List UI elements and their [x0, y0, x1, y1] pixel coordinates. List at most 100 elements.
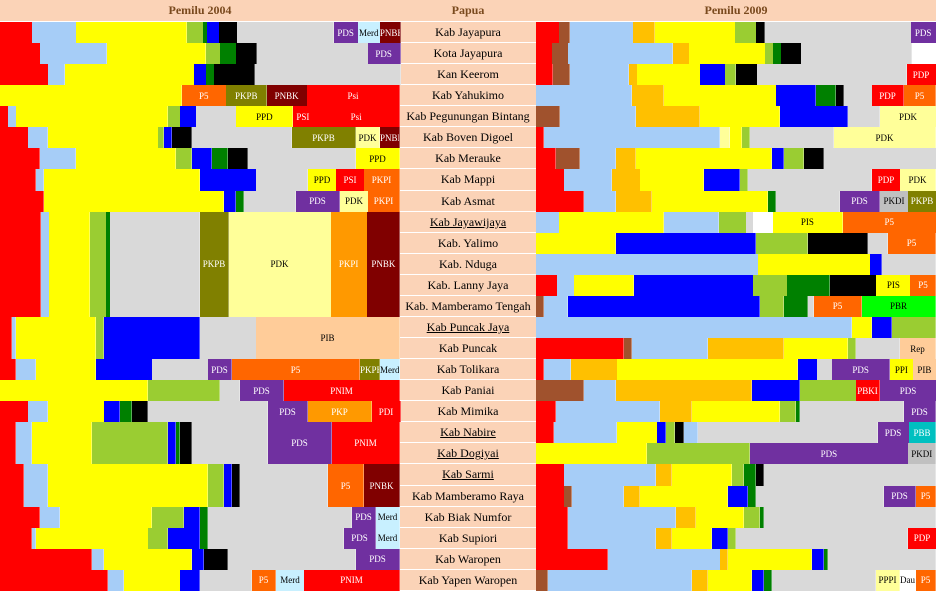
2004-kab-sarmi-segment-5 — [232, 464, 240, 507]
2009-kab-sarmi-segment-3 — [672, 464, 732, 486]
2004-kab-puncak-jaya-segment-5 — [200, 316, 257, 360]
2004-kab-pegunungan-bintang-segment-psi: Psi — [313, 106, 401, 128]
2004-kab-jayapura-segment-pds: PDS — [333, 22, 359, 44]
2009-kab-jayawijaya-segment-1 — [559, 211, 665, 233]
2004-kab-supiori-segment-pds: PDS — [344, 527, 376, 549]
2004-kab-jayawijaya-segment-5 — [110, 211, 201, 317]
2004-kab-asmat-segment-pds: PDS — [296, 190, 340, 212]
party-label: PKPI — [371, 175, 392, 186]
2009-kab-yapen-waropen-segment-0 — [536, 569, 548, 591]
2009-kan-keerom-segment-7 — [736, 64, 758, 86]
2009-kab-supiori-segment-5 — [728, 527, 736, 549]
2009-kab-mimika-segment-0 — [536, 401, 556, 423]
2009-kab-lanny-jaya-segment-0 — [536, 274, 558, 296]
2009-kab-supiori-segment-1 — [568, 527, 656, 549]
2009-kab-waropen-segment-0 — [536, 548, 608, 570]
party-label: PDS — [291, 438, 308, 449]
2009-kab-mamberamo-raya-segment-5 — [728, 485, 748, 507]
2009-kab-tolikara-segment-ppi: PPI — [889, 359, 914, 381]
2004-kab-paniai-segment-pds: PDS — [240, 380, 284, 402]
party-label: Merd — [377, 512, 398, 523]
2004-kab-yahukimo-segment-0 — [0, 85, 182, 107]
party-label: PDS — [253, 385, 270, 396]
2009-kab-yahukimo-segment-1 — [632, 85, 664, 107]
2004-kab-paniai-segment-2 — [220, 380, 240, 402]
2004-kan-keerom-segment-1 — [48, 64, 66, 86]
2004-kab-jayawijaya-segment-pnbk: PNBK — [367, 211, 401, 317]
party-label: PPD — [256, 111, 273, 122]
2004-kota-jayapura-segment-pds: PDS — [367, 43, 401, 65]
2004-kab-supiori-segment-4 — [168, 527, 200, 549]
2009-kab-sarmi-segment-5 — [744, 464, 756, 486]
2009-kab-puncak-segment-4 — [784, 338, 848, 360]
2004-kab-yapen-waropen-segment-4 — [200, 569, 252, 591]
2009-kab-boven-digoel-segment-1 — [544, 127, 720, 149]
2009-kan-keerom-segment-5 — [700, 64, 727, 86]
2004-kab-sarmi-segment-2 — [48, 464, 208, 507]
2004-kab-yahukimo-segment-pnbk: PNBK — [266, 85, 308, 107]
2009-kab-merauke-segment-5 — [772, 148, 784, 170]
2009-kab-sarmi-segment-2 — [656, 464, 672, 486]
party-label: PKPB — [234, 90, 258, 101]
2009-kota-jayapura-segment-7 — [781, 43, 803, 65]
header-papua: Papua — [400, 0, 536, 22]
2009-kab-yapen-waropen-segment-pppi: PPPI — [876, 569, 900, 591]
2004-kab-jayawijaya-segment-pkpi: PKPI — [330, 211, 368, 317]
2004-kab-boven-digoel-segment-4 — [164, 127, 172, 149]
2009-kab-lanny-jaya-segment-5 — [787, 274, 831, 296]
2009-kab-sarmi-segment-7 — [764, 464, 936, 486]
2004-kab-waropen-segment-2 — [104, 548, 192, 570]
2009-kab-supiori-segment-0 — [536, 527, 568, 549]
party-label: P5 — [920, 491, 931, 502]
2004-kab-asmat-segment-1 — [44, 190, 224, 212]
party-label: PDS — [852, 364, 869, 375]
party-label: PKPB — [202, 259, 226, 270]
2009-kota-jayapura-segment-2 — [568, 43, 674, 65]
2009-kab-mimika-segment-1 — [556, 401, 660, 423]
2004-kab-mimika-segment-pds: PDS — [268, 401, 308, 423]
2009-kab-puncak-jaya-segment-0 — [536, 316, 852, 339]
2009-kab-waropen-segment-5 — [824, 548, 828, 570]
header-2004: Pemilu 2004 — [0, 0, 400, 22]
2009-kab-mamberamo-raya-segment-p5: P5 — [916, 485, 936, 507]
2009-kab-boven-digoel-segment-2 — [720, 127, 730, 149]
party-label: PNBK — [274, 90, 299, 101]
regency-label-kab-merauke: Kab Merauke — [400, 148, 536, 170]
2009-kab-yahukimo-segment-0 — [536, 85, 632, 107]
party-label: PNBK — [369, 480, 394, 491]
2004-kab-jayapura-segment-3 — [186, 22, 204, 44]
2009-kab-asmat-segment-1 — [584, 190, 616, 212]
party-label: P5 — [832, 301, 843, 312]
regency-label-kab-waropen: Kab Waropen — [400, 548, 536, 570]
2004-kab-biak-numfor-segment-2 — [60, 506, 152, 528]
2004-kab-supiori-segment-6 — [208, 527, 344, 549]
party-label: Merd — [280, 575, 300, 586]
2009-kab-mamberamo-raya-segment-3 — [624, 485, 640, 507]
2009-kan-keerom-segment-2 — [569, 64, 629, 86]
2009-kab-waropen-segment-6 — [828, 548, 936, 570]
2009-kan-keerom-segment-pdp: PDP — [906, 64, 936, 86]
2009-kab-mamberamo-tengah-segment-5 — [808, 295, 814, 317]
2004-kan-keerom-segment-5 — [214, 64, 256, 86]
2009-kab-nduga-segment-0 — [536, 253, 759, 275]
2004-kab-jayawijaya-segment-0 — [0, 211, 41, 317]
2004-kab-nabire-segment-pnim: PNIM — [332, 422, 400, 465]
party-label: PDP — [877, 175, 895, 186]
2009-kab-paniai-segment-3 — [752, 380, 800, 402]
2009-kab-boven-digoel-segment-5 — [750, 127, 834, 149]
2004-kab-mappi-segment-4 — [256, 169, 308, 191]
2004-kab-pegunungan-bintang-segment-psi: PSI — [292, 106, 314, 128]
2009-kab-yapen-waropen-segment-daulat: Daulat — [900, 569, 916, 591]
2009-kota-jayapura-segment-4 — [688, 43, 766, 65]
2004-kota-jayapura-segment-1 — [40, 43, 108, 65]
2009-kab-tolikara-segment-5 — [816, 359, 833, 381]
2004-kab-supiori-segment-5 — [200, 527, 208, 549]
2004-kab-pegunungan-bintang-segment-2 — [16, 106, 169, 128]
party-label: P5 — [884, 217, 895, 228]
2004-kab-boven-digoel-segment-1 — [28, 127, 48, 149]
2009-kab-mimika-segment-pds: PDS — [904, 401, 936, 423]
party-label: P5 — [290, 364, 301, 375]
2009-kab-pegunungan-bintang-segment-3 — [700, 106, 780, 128]
party-label: PKPB — [360, 364, 379, 375]
2009-kab-merauke-segment-7 — [804, 148, 824, 170]
